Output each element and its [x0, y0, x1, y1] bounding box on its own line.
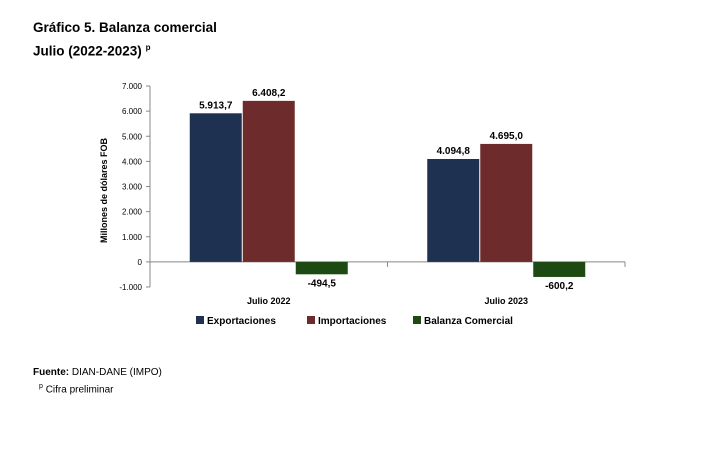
y-tick-label: 7.000: [122, 82, 143, 91]
y-tick-label: 4.000: [122, 157, 143, 166]
legend-swatch: [413, 316, 421, 324]
source-label: Fuente:: [33, 367, 70, 378]
legend-swatch: [307, 316, 315, 324]
legend-swatch: [196, 316, 204, 324]
y-axis-title: Millones de dólares FOB: [99, 137, 109, 243]
bar-3: [295, 261, 348, 275]
legend-label: Balanza Comercial: [424, 316, 513, 327]
legend-label: Exportaciones: [207, 316, 276, 327]
preliminary-mark: p: [145, 43, 151, 52]
bar-1: [189, 113, 242, 262]
legend-label: Importaciones: [318, 316, 387, 327]
data-label: -600,2: [545, 281, 574, 292]
chart-title-line1: Gráfico 5. Balanza comercial: [33, 20, 217, 35]
y-tick-label: 5.000: [122, 132, 143, 141]
bar-2: [242, 100, 295, 262]
data-label: 4.695,0: [490, 131, 524, 142]
chart-title-line2: Julio (2022-2023): [33, 43, 142, 59]
source-text: DIAN-DANE (IMPO): [71, 367, 162, 378]
data-label: 6.408,2: [252, 88, 286, 99]
chart-subtitle: Julio (2022-2023) p: [33, 38, 217, 62]
data-label: 4.094,8: [437, 146, 471, 157]
note-mark: p: [39, 383, 43, 390]
y-tick-label: 2.000: [122, 208, 143, 217]
y-tick-label: 0: [138, 258, 143, 267]
note-text: Cifra preliminar: [45, 384, 114, 396]
preliminary-note: p Cifra preliminar: [33, 380, 162, 397]
x-category-label: Julio 2022: [247, 296, 291, 306]
data-label: 5.913,7: [199, 100, 233, 111]
source-line: Fuente: DIAN-DANE (IMPO): [33, 366, 162, 380]
chart-title: Gráfico 5. Balanza comercial: [33, 18, 217, 38]
x-category-label: Julio 2023: [484, 296, 528, 306]
y-tick-label: -1.000: [119, 283, 142, 292]
bar-2: [480, 143, 533, 262]
y-tick-label: 3.000: [122, 183, 143, 192]
chart-title-block: Gráfico 5. Balanza comercial Julio (2022…: [33, 18, 217, 62]
y-tick-label: 1.000: [122, 233, 143, 242]
y-tick-label: 6.000: [122, 107, 143, 116]
data-label: -494,5: [308, 278, 337, 289]
bar-3: [533, 261, 586, 277]
bar-1: [427, 158, 480, 262]
footer: Fuente: DIAN-DANE (IMPO) p Cifra prelimi…: [33, 366, 162, 397]
